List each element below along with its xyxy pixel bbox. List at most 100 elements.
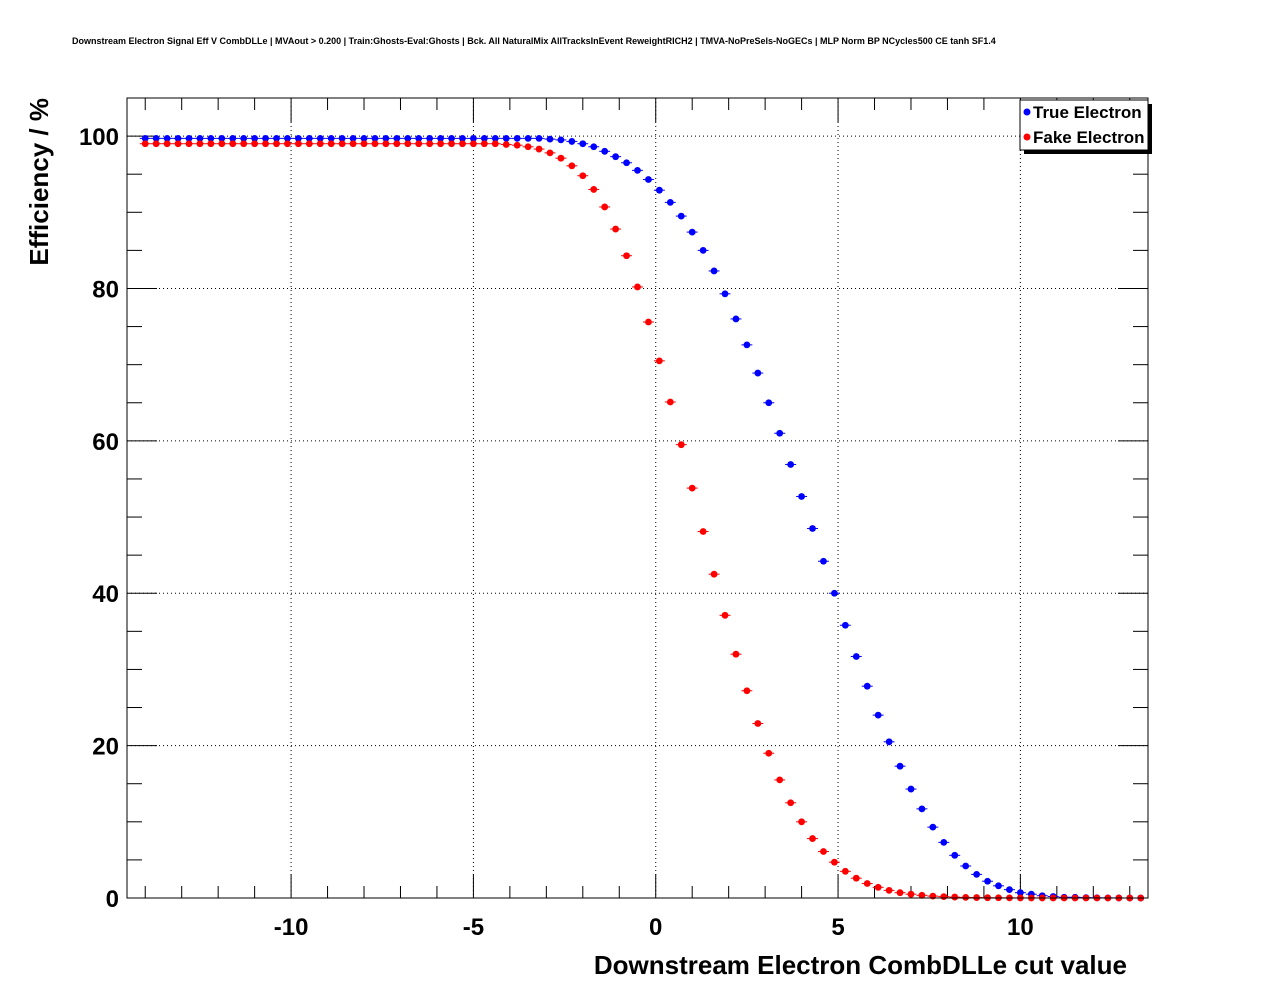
data-point: [196, 134, 204, 142]
data-point: [207, 134, 215, 142]
data-point: [896, 889, 904, 897]
data-point: [163, 140, 171, 148]
data-point: [152, 140, 160, 148]
data-point: [174, 140, 182, 148]
data-point: [820, 848, 827, 855]
data-point: [338, 140, 346, 148]
y-tick-label: 80: [92, 276, 119, 303]
data-point: [863, 880, 871, 887]
data-point: [470, 134, 477, 142]
data-point: [502, 141, 510, 148]
data-point: [480, 140, 488, 148]
data-point: [207, 140, 215, 148]
data-point: [415, 140, 423, 148]
data-point: [316, 134, 324, 142]
data-point: [710, 267, 718, 275]
x-tick-label: -10: [274, 914, 309, 941]
data-point: [491, 134, 499, 142]
data-point: [579, 140, 587, 148]
data-point: [918, 805, 926, 813]
data-point: [765, 749, 773, 757]
data-point: [393, 140, 401, 148]
data-point: [831, 858, 838, 866]
data-point: [787, 799, 795, 807]
series-fake-electron: [139, 140, 1147, 902]
data-point: [677, 212, 685, 220]
data-point: [798, 493, 805, 500]
data-point: [218, 134, 226, 142]
data-point: [645, 318, 652, 326]
data-point: [251, 134, 259, 142]
data-point: [918, 891, 926, 899]
data-point: [273, 140, 280, 148]
data-point: [754, 720, 762, 727]
data-point: [196, 140, 204, 148]
data-point: [1016, 889, 1024, 897]
data-point: [841, 621, 849, 629]
data-point: [338, 134, 346, 142]
data-point: [907, 890, 915, 898]
data-point: [502, 134, 510, 142]
data-point: [776, 429, 784, 437]
data-point: [831, 589, 838, 597]
data-point: [185, 134, 193, 142]
x-tick-label: -5: [463, 914, 484, 941]
data-point: [754, 369, 762, 377]
data-point: [962, 893, 970, 901]
data-point: [962, 862, 970, 870]
data-point: [666, 198, 674, 206]
data-point: [360, 140, 368, 148]
chart-title: Downstream Electron Signal Eff V CombDLL…: [72, 36, 996, 46]
data-point: [940, 893, 948, 901]
legend-marker-true-electron: [1023, 108, 1031, 116]
data-point: [459, 140, 466, 148]
data-point: [655, 186, 663, 194]
data-point: [951, 851, 959, 859]
data-point: [852, 874, 860, 882]
data-point: [349, 134, 357, 142]
data-point: [798, 818, 805, 826]
data-point: [852, 653, 860, 660]
data-point: [218, 140, 226, 148]
legend: True Electron Fake Electron: [1019, 99, 1152, 154]
data-point: [360, 134, 368, 142]
data-point: [820, 557, 827, 565]
data-point: [535, 145, 543, 153]
data-point: [327, 140, 335, 148]
data-point: [459, 134, 466, 142]
data-point: [546, 149, 554, 157]
data-point: [470, 140, 477, 148]
data-point: [382, 140, 390, 148]
data-point: [896, 762, 904, 770]
data-point: [929, 823, 937, 831]
data-point: [294, 140, 302, 148]
grid-lines: [127, 98, 1148, 898]
data-point: [863, 682, 871, 690]
data-point: [677, 441, 685, 449]
data-point: [995, 882, 1002, 890]
y-tick-label: 100: [79, 124, 119, 151]
legend-marker-fake-electron: [1023, 133, 1031, 141]
data-point: [448, 134, 455, 142]
data-point: [426, 134, 434, 142]
data-point: [710, 570, 718, 578]
data-point: [229, 134, 237, 142]
data-point: [448, 140, 455, 148]
series-true-electron: [139, 134, 1147, 902]
data-point: [152, 134, 160, 142]
data-point: [623, 159, 630, 167]
data-point: [393, 134, 401, 142]
data-point: [590, 186, 598, 193]
data-point: [874, 883, 882, 891]
data-point: [163, 134, 171, 142]
x-tick-labels: -10 -5 0 5 10: [274, 914, 1034, 941]
data-point: [973, 870, 981, 878]
data-point: [809, 525, 816, 532]
data-point: [240, 134, 248, 142]
data-point: [951, 893, 959, 901]
data-point: [765, 399, 773, 407]
data-point: [601, 203, 609, 211]
data-point: [743, 341, 751, 349]
data-point: [371, 140, 379, 148]
